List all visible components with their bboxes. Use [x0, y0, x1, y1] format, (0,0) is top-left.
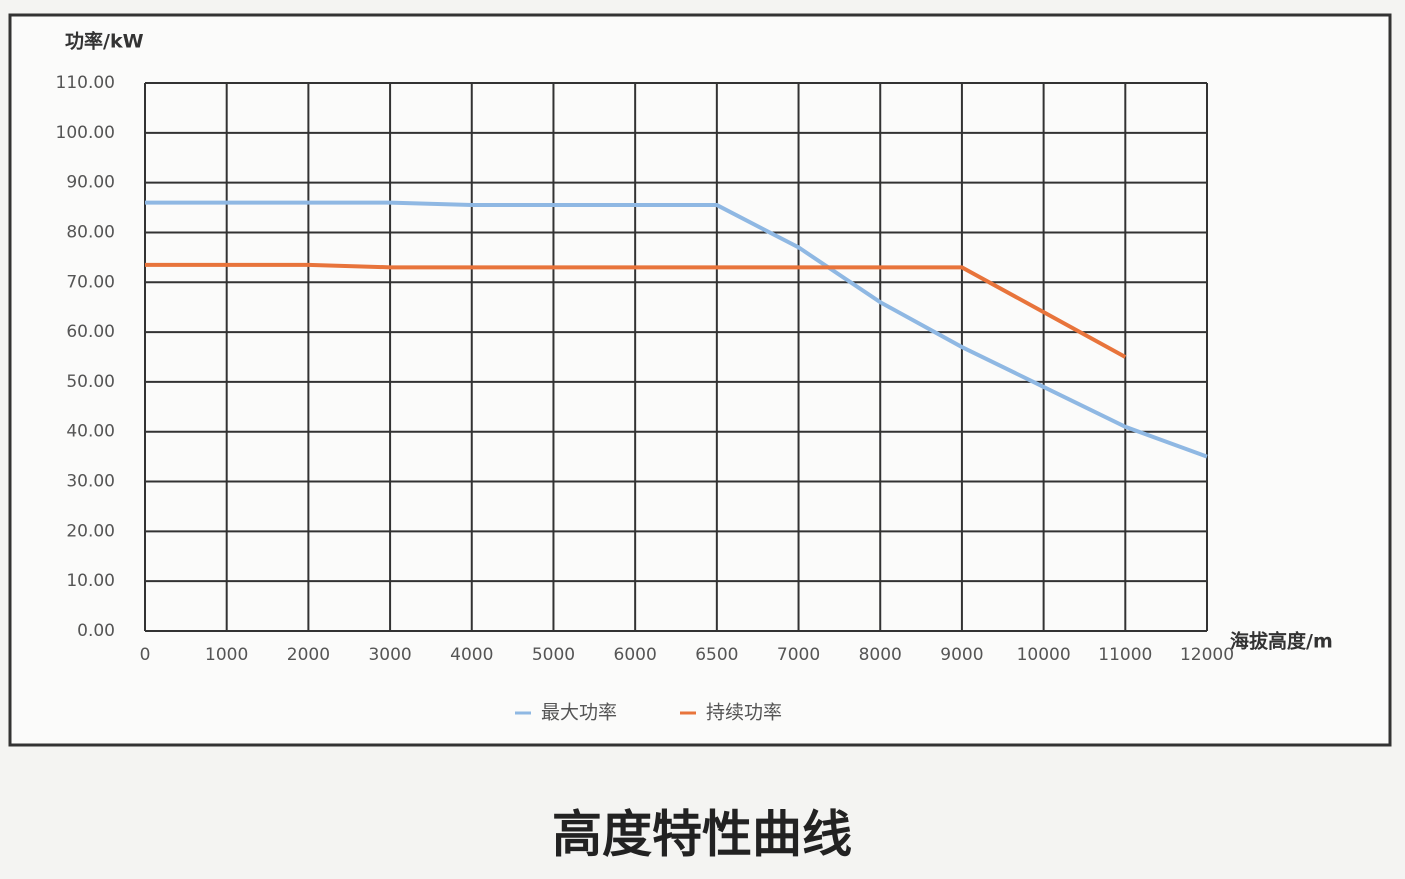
- series-line: [145, 200, 1208, 459]
- y-tick-label: 80.00: [66, 222, 115, 242]
- series-line: [145, 262, 1127, 359]
- y-tick-label: 70.00: [66, 272, 115, 292]
- y-tick-label: 50.00: [66, 372, 115, 392]
- y-tick-label: 40.00: [66, 422, 115, 442]
- chart-title: 高度特性曲线: [552, 806, 852, 864]
- y-tick-label: 60.00: [66, 322, 115, 342]
- x-tick-label: 11000: [1098, 645, 1152, 665]
- x-tick-label: 4000: [450, 645, 493, 665]
- y-axis-label: 功率/kW: [65, 30, 144, 53]
- x-tick-label: 9000: [940, 645, 983, 665]
- y-tick-label: 90.00: [66, 173, 115, 193]
- x-tick-label: 6000: [614, 645, 657, 665]
- x-tick-label: 6500: [695, 645, 738, 665]
- x-tick-label: 0: [140, 645, 151, 665]
- x-tick-label: 8000: [859, 645, 902, 665]
- legend-label: 最大功率: [541, 702, 617, 724]
- x-axis-label: 海拔高度/m: [1230, 630, 1333, 653]
- x-tick-label: 10000: [1017, 645, 1071, 665]
- x-tick-label: 1000: [205, 645, 248, 665]
- x-tick-label: 5000: [532, 645, 575, 665]
- y-tick-label: 100.00: [56, 123, 115, 143]
- frame: [8, 13, 1392, 747]
- y-tick-label: 30.00: [66, 472, 115, 492]
- y-tick-label: 110.00: [56, 73, 115, 93]
- x-tick-label: 3000: [368, 645, 411, 665]
- y-tick-label: 20.00: [66, 521, 115, 541]
- x-tick-label: 2000: [287, 645, 330, 665]
- y-tick-label: 0.00: [77, 621, 115, 641]
- legend-label: 持续功率: [706, 702, 782, 724]
- y-tick-label: 10.00: [66, 571, 115, 591]
- x-tick-label: 12000: [1180, 645, 1234, 665]
- x-tick-label: 7000: [777, 645, 820, 665]
